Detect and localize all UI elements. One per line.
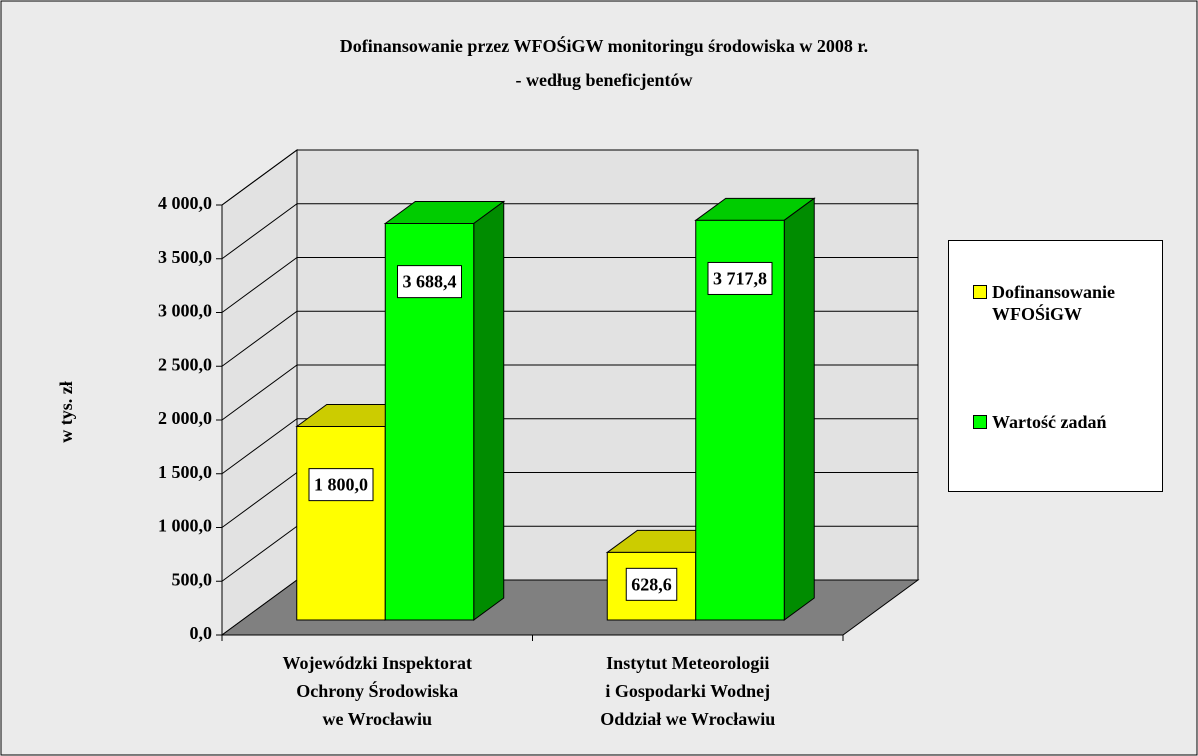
x-tick-label: Instytut Meteorologii [606,653,769,673]
x-tick-label: Wojewódzki Inspektorat [282,653,472,673]
y-tick-label: 500,0 [172,569,213,589]
y-axis-label: w tys. zł [56,381,76,443]
bar-side [473,200,505,621]
y-tick-label: 3 000,0 [158,301,212,321]
y-tick-label: 1 000,0 [158,516,212,536]
y-tick-label: 2 000,0 [158,408,212,428]
x-tick-label: Ochrony Środowiska [296,680,458,701]
chart-subtitle: - według beneficjentów [516,70,693,90]
y-tick-label: 4 000,0 [158,193,212,213]
legend-entry: Wartość zadań [973,411,1157,433]
bar [694,197,816,621]
data-label: 1 800,0 [314,475,368,495]
chart-title: Dofinansowanie przez WFOŚiGW monitoringu… [340,35,868,56]
legend: Dofinansowanie WFOŚiGW Wartość zadań [948,240,1163,492]
y-tick-label: 3 500,0 [158,247,212,267]
data-label: 3 717,8 [713,268,767,288]
y-tick-label: 0,0 [190,623,213,643]
grid-line [221,149,918,206]
bar-side [783,197,815,621]
x-tick-label: Oddział we Wrocławiu [600,709,775,729]
y-tick-label: 2 500,0 [158,354,212,374]
data-label-box [625,567,678,601]
bar [383,200,506,621]
legend-swatch [973,415,987,429]
data-label-box [308,468,374,502]
data-label-box [396,265,462,299]
data-label-box [707,261,773,295]
legend-label: Dofinansowanie WFOŚiGW [992,282,1116,324]
y-tick-label: 1 500,0 [158,462,212,482]
data-label: 628,6 [631,574,672,594]
legend-entry: Dofinansowanie WFOŚiGW [973,281,1157,325]
bar-front [296,426,386,621]
data-label: 3 688,4 [402,272,456,292]
grid-line [221,203,918,260]
x-tick-label: we Wrocławiu [322,709,432,729]
x-tick-label: i Gospodarki Wodnej [605,681,770,701]
legend-label: Wartość zadań [992,412,1107,432]
legend-swatch [973,285,987,299]
